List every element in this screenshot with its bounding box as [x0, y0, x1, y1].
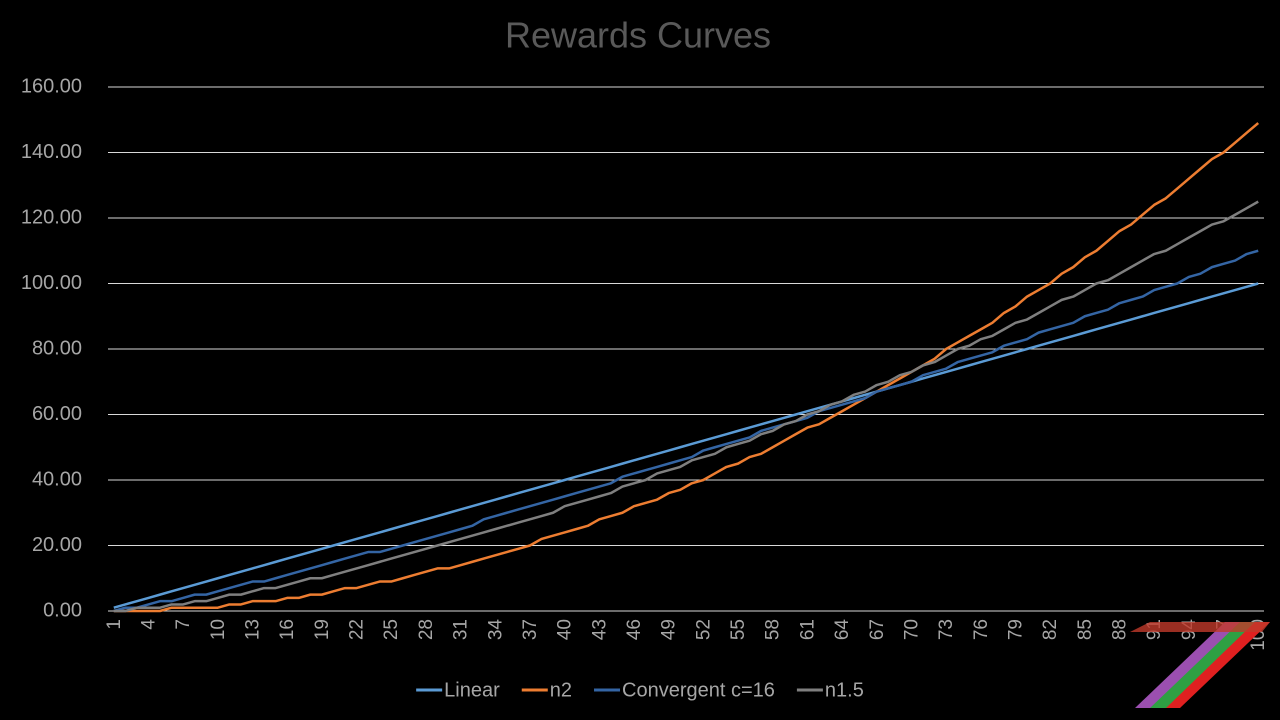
x-tick-label: 70: [901, 619, 922, 640]
series-line: [113, 122, 1260, 613]
y-tick-label: 40.00: [32, 468, 82, 490]
y-tick-label: 0.00: [43, 599, 82, 621]
x-tick-label: 25: [381, 619, 402, 640]
x-tick-label: 34: [485, 619, 506, 641]
x-tick-label: 7: [173, 619, 194, 630]
x-tick-label: 85: [1075, 619, 1096, 640]
logo-bar: [1130, 622, 1270, 632]
x-tick-label: 46: [624, 619, 645, 640]
legend-label: Linear: [444, 679, 500, 701]
x-tick-label: 58: [763, 619, 784, 640]
x-tick-label: 43: [589, 619, 610, 640]
x-tick-label: 31: [451, 619, 472, 640]
x-tick-label: 22: [347, 619, 368, 640]
x-tick-label: 40: [555, 619, 576, 640]
y-tick-label: 140.00: [21, 141, 82, 163]
series-line: [113, 282, 1259, 609]
x-tick-label: 82: [1040, 619, 1061, 640]
x-tick-label: 10: [208, 619, 229, 640]
y-tick-label: 100.00: [21, 272, 82, 294]
x-tick-label: 67: [867, 619, 888, 640]
x-tick-label: 55: [728, 619, 749, 640]
x-tick-label: 76: [971, 619, 992, 640]
x-tick-label: 37: [520, 619, 541, 640]
y-tick-label: 80.00: [32, 337, 82, 359]
logo-stripe: [1150, 622, 1258, 708]
chart-title: Rewards Curves: [505, 15, 771, 56]
x-tick-label: 52: [693, 619, 714, 640]
legend-label: n1.5: [825, 679, 864, 701]
x-tick-label: 16: [277, 619, 298, 640]
series-line: [113, 200, 1259, 613]
x-tick-label: 1: [104, 619, 125, 630]
x-tick-label: 13: [243, 619, 264, 640]
x-tick-label: 88: [1110, 619, 1131, 640]
y-tick-label: 160.00: [21, 75, 82, 97]
y-tick-label: 60.00: [32, 403, 82, 425]
x-tick-label: 28: [416, 619, 437, 640]
x-tick-label: 73: [936, 619, 957, 640]
legend-label: n2: [550, 679, 572, 701]
x-tick-label: 19: [312, 619, 333, 640]
x-tick-label: 61: [797, 619, 818, 640]
logo: [1130, 622, 1270, 708]
legend: Linear n2 Convergent c=16 n1.5: [416, 679, 864, 701]
y-tick-label: 20.00: [32, 534, 82, 556]
x-tick-label: 79: [1005, 619, 1026, 640]
x-tick-label: 4: [138, 619, 159, 630]
x-tick-label: 64: [832, 619, 853, 641]
x-tick-label: 49: [659, 619, 680, 640]
logo-stripe: [1166, 622, 1270, 708]
series-line: [113, 249, 1259, 613]
y-tick-label: 120.00: [21, 206, 82, 228]
legend-label: Convergent c=16: [622, 679, 775, 701]
